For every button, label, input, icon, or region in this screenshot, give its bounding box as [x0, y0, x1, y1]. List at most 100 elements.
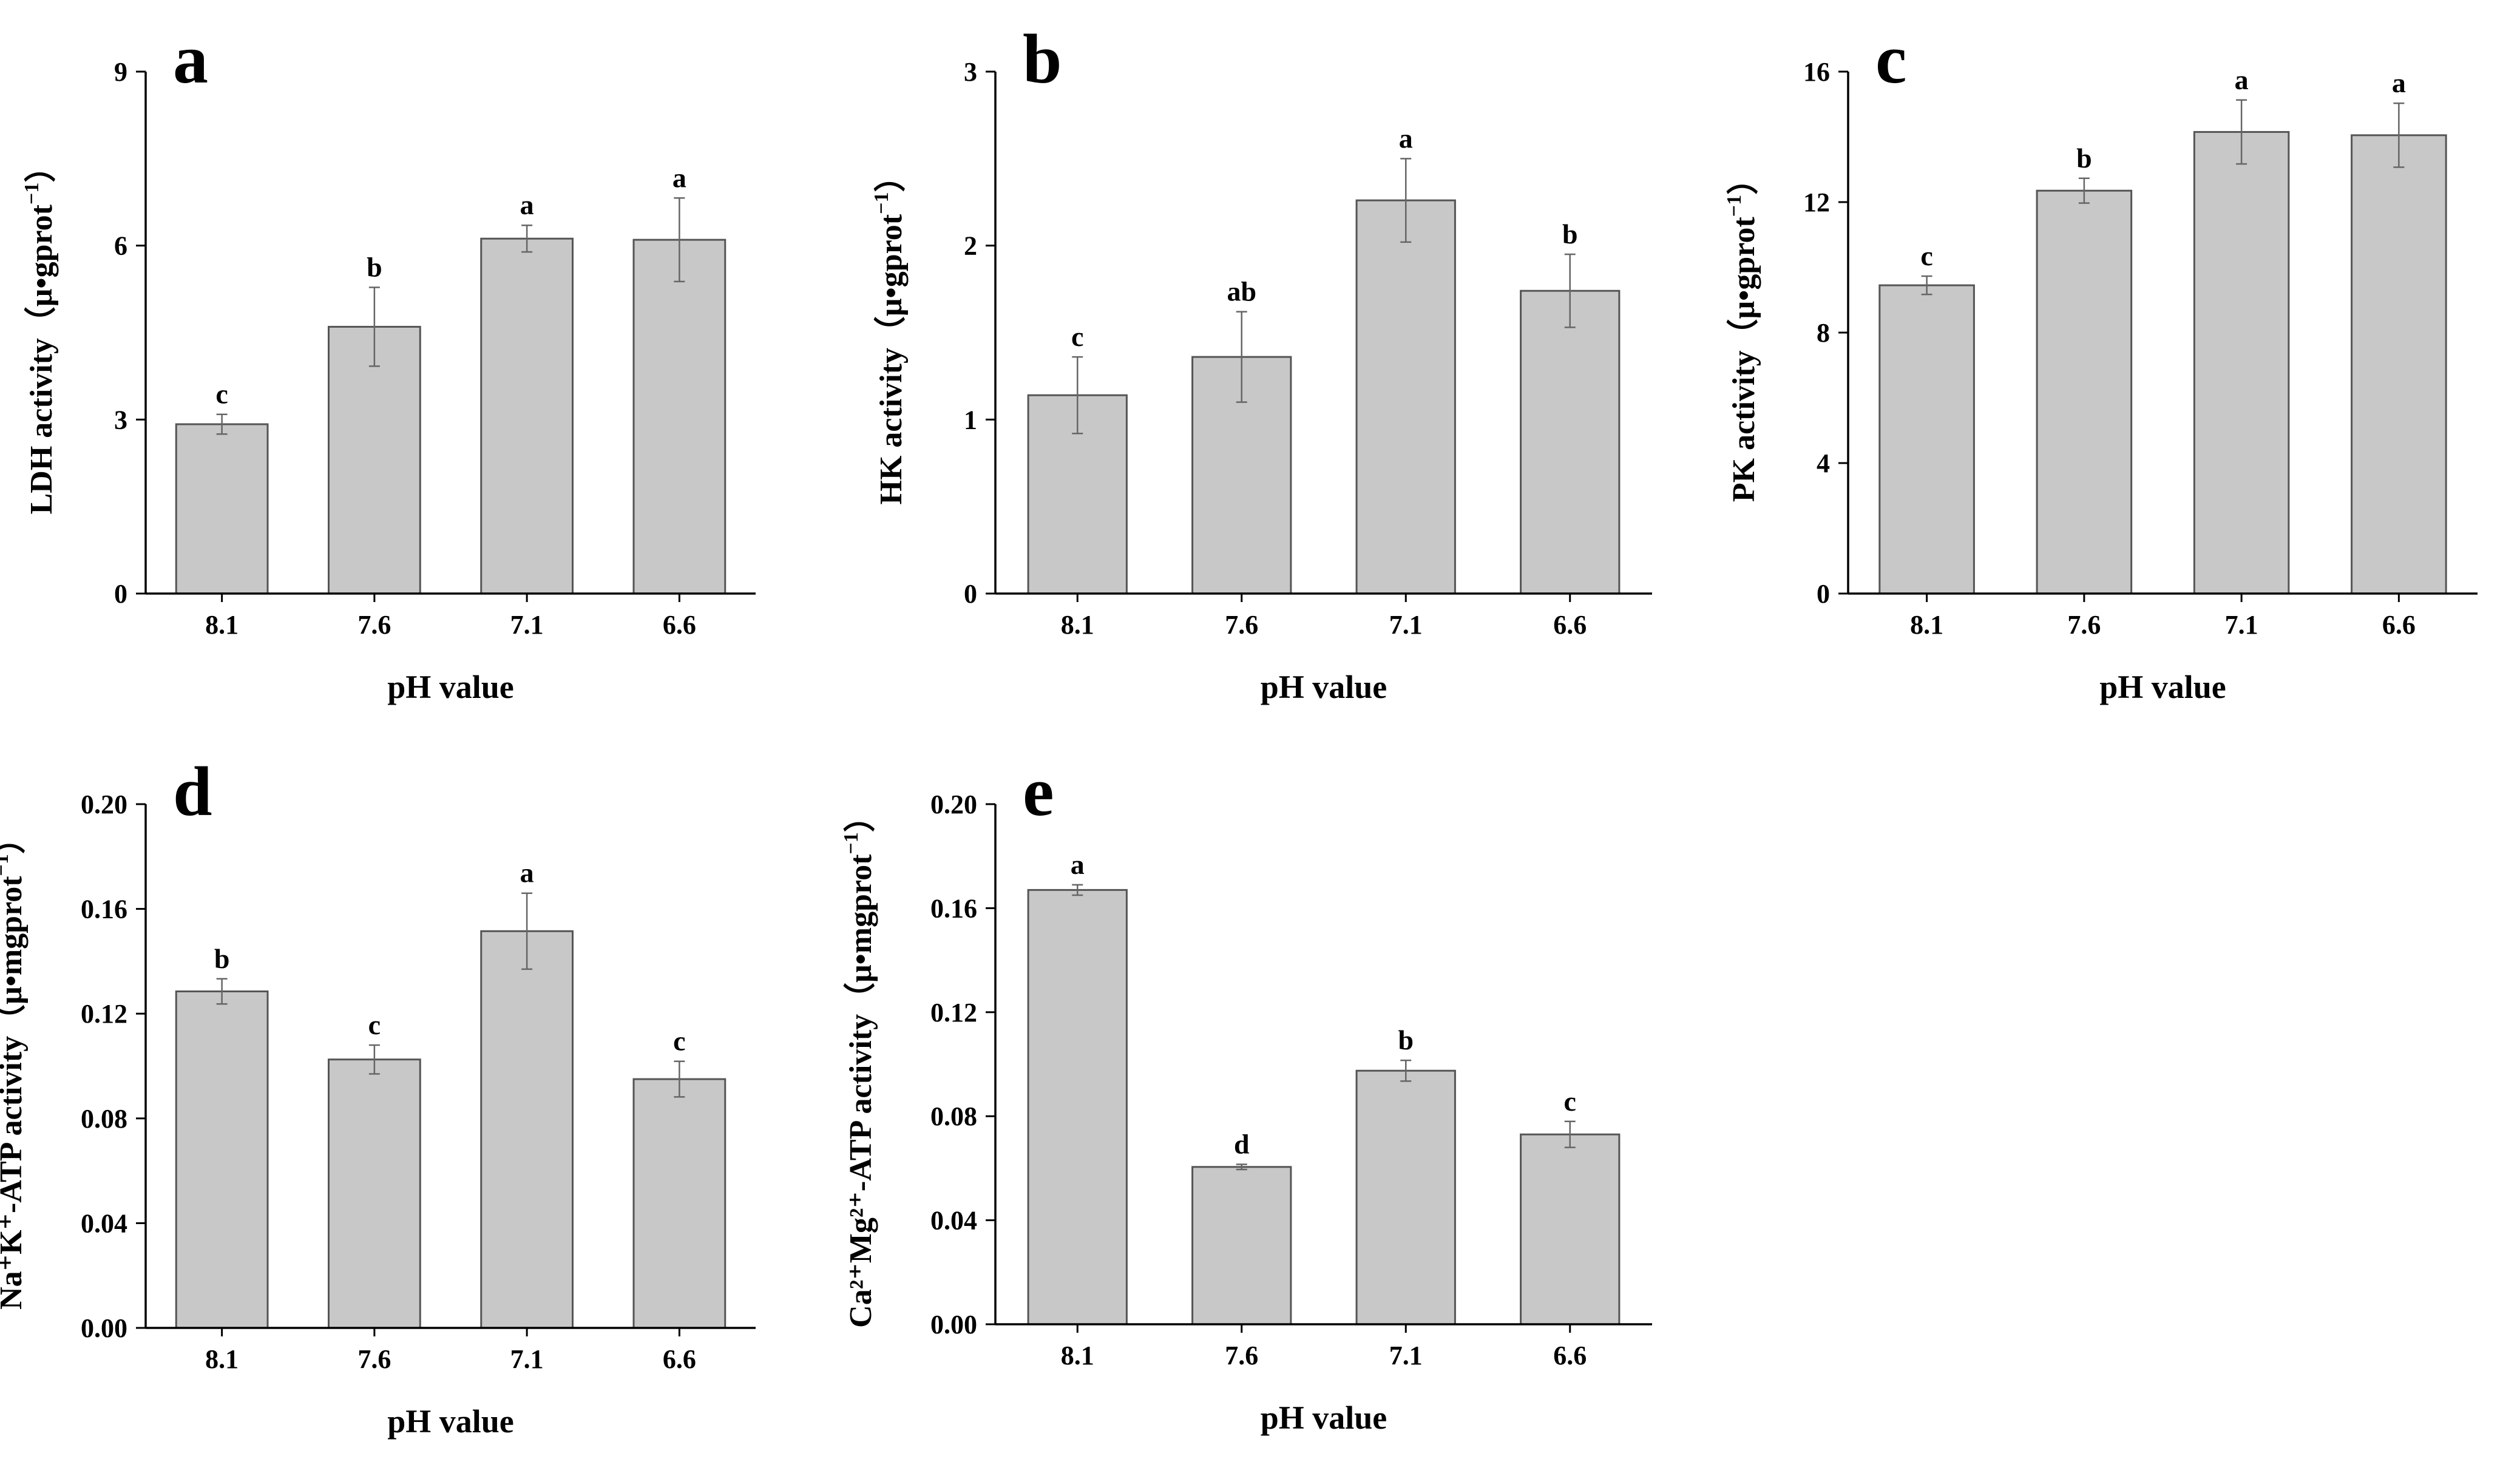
chart-panel-d: b 8.1 c 7.6 a 7.1 c 6.6 0.00 0.04 0.08 0.12 0.16 0.20…: [0, 753, 756, 1440]
significance-label-b-6.6: b: [1562, 218, 1578, 249]
y-tick-label-b-1: 1: [964, 405, 977, 435]
bar-d-7.6: [328, 1058, 421, 1329]
significance-label-c-6.6: a: [2392, 67, 2406, 98]
chart-panel-a: c 8.1 b 7.6 a 7.1 a 6.6 0 3 6 9 pH value LDH activity…: [21, 21, 756, 705]
y-axis-label-superscript-c: −1: [1723, 195, 1746, 217]
bar-e-6.6: [1520, 1133, 1621, 1325]
x-tick-label-c-7.6: 7.6: [2067, 610, 2101, 640]
significance-label-c-8.1: c: [1920, 240, 1932, 271]
y-axis-label-superscript-e: −1: [840, 832, 862, 854]
significance-label-d-7.6: c: [368, 1009, 381, 1040]
y-tick-label-d-0.00: 0.00: [81, 1313, 127, 1343]
bar-e-7.1: [1355, 1069, 1456, 1325]
bar-c-6.6: [2351, 134, 2447, 595]
significance-label-d-7.1: a: [520, 858, 534, 889]
x-tick-label-b-6.6: 6.6: [1553, 610, 1587, 640]
chart-panel-b: c 8.1 ab 7.6 a 7.1 b 6.6 0 1 2 3 pH value HK activity…: [870, 21, 1652, 705]
significance-label-a-8.1: c: [215, 379, 228, 410]
bar-b-6.6: [1520, 289, 1621, 595]
significance-label-a-7.1: a: [520, 189, 534, 220]
y-tick-label-b-2: 2: [964, 231, 977, 261]
significance-label-b-7.1: a: [1399, 123, 1413, 154]
y-tick-label-e-0.08: 0.08: [930, 1102, 977, 1131]
chart-panel-c: c 8.1 b 7.6 a 7.1 a 6.6 0 4 8 12 16 pH value PK activi…: [1723, 21, 2478, 705]
x-tick-label-b-7.1: 7.1: [1389, 610, 1423, 640]
y-axis-label-close-d: ）: [0, 822, 29, 854]
y-tick-label-a-0: 0: [114, 579, 127, 609]
x-tick-label-d-7.1: 7.1: [510, 1344, 544, 1374]
panel-label-b: b: [1023, 21, 1062, 98]
significance-label-e-7.6: d: [1234, 1128, 1250, 1159]
significance-label-e-7.1: b: [1398, 1024, 1414, 1055]
bar-a-6.6: [632, 239, 727, 595]
x-tick-label-e-7.1: 7.1: [1389, 1341, 1423, 1370]
bar-a-8.1: [175, 423, 269, 595]
y-tick-label-b-0: 0: [964, 579, 977, 609]
y-tick-label-d-0.08: 0.08: [81, 1104, 127, 1134]
x-tick-label-e-6.6: 6.6: [1553, 1341, 1587, 1370]
y-tick-label-e-0.20: 0.20: [930, 790, 977, 819]
y-tick-label-c-0: 0: [1817, 579, 1830, 609]
significance-label-e-8.1: a: [1071, 849, 1085, 880]
x-tick-label-d-8.1: 8.1: [205, 1344, 239, 1374]
x-axis-label-b: pH value: [1261, 669, 1387, 705]
y-tick-label-c-4: 4: [1817, 449, 1830, 478]
y-axis-label-text-b: HK activity（μ•gprot: [873, 214, 909, 504]
x-tick-label-e-7.6: 7.6: [1225, 1341, 1258, 1370]
panel-label-a: a: [173, 21, 208, 98]
bar-c-7.1: [2193, 130, 2290, 595]
bar-b-7.1: [1355, 199, 1456, 595]
bar-d-6.6: [632, 1078, 727, 1329]
y-axis-label-superscript-b: −1: [870, 192, 893, 214]
bar-c-8.1: [1878, 284, 1975, 595]
y-axis-label-superscript-d: −1: [0, 854, 13, 876]
panel-label-d: d: [173, 753, 212, 831]
bar-a-7.6: [328, 325, 421, 595]
y-tick-label-c-12: 12: [1803, 188, 1830, 217]
y-tick-label-e-0.04: 0.04: [930, 1206, 977, 1236]
significance-label-c-7.6: b: [2076, 143, 2092, 174]
x-tick-label-b-7.6: 7.6: [1225, 610, 1258, 640]
significance-label-a-6.6: a: [672, 162, 686, 193]
y-axis-label-close-e: ）: [843, 801, 878, 832]
y-axis-label-superscript-a: −1: [21, 183, 43, 205]
y-tick-label-a-9: 9: [114, 57, 127, 87]
y-axis-label-text-d: Na⁺K⁺-ATP activity（μ•mgprot: [0, 876, 29, 1310]
bar-c-7.6: [2036, 189, 2133, 595]
bar-d-8.1: [175, 990, 269, 1329]
y-tick-label-b-3: 3: [964, 57, 977, 87]
bar-e-7.6: [1191, 1166, 1292, 1325]
y-axis-label-close-b: ）: [873, 161, 909, 192]
x-tick-label-a-8.1: 8.1: [205, 610, 239, 640]
x-axis-label-e: pH value: [1261, 1400, 1387, 1436]
x-axis-label-a: pH value: [387, 669, 514, 705]
y-axis-label-text-a: LDH activity（μ•gprot: [24, 204, 59, 514]
y-tick-label-d-0.16: 0.16: [81, 895, 127, 924]
x-tick-label-a-7.6: 7.6: [357, 610, 391, 640]
significance-label-c-7.1: a: [2235, 64, 2249, 95]
y-tick-label-c-16: 16: [1803, 57, 1830, 87]
y-tick-label-e-0.16: 0.16: [930, 893, 977, 923]
x-tick-label-c-7.1: 7.1: [2225, 610, 2258, 640]
x-tick-label-c-6.6: 6.6: [2382, 610, 2416, 640]
significance-label-e-6.6: c: [1564, 1086, 1576, 1117]
significance-label-a-7.6: b: [367, 251, 382, 282]
y-axis-label-text-e: Ca²⁺Mg²⁺-ATP activity（μ•mgprot: [843, 854, 878, 1328]
y-axis-label-c: PK activity（μ•gprot−1）: [1723, 163, 1761, 502]
y-tick-label-d-0.12: 0.12: [81, 999, 127, 1029]
y-axis-label-e: Ca²⁺Mg²⁺-ATP activity（μ•mgprot−1）: [840, 801, 878, 1328]
y-axis-label-a: LDH activity（μ•gprot−1）: [21, 151, 59, 515]
y-tick-label-c-8: 8: [1817, 318, 1830, 348]
x-tick-label-e-8.1: 8.1: [1061, 1341, 1094, 1370]
y-tick-label-d-0.04: 0.04: [81, 1208, 127, 1238]
y-axis-label-b: HK activity（μ•gprot−1）: [870, 161, 909, 505]
x-tick-label-a-7.1: 7.1: [510, 610, 544, 640]
y-tick-label-e-0.12: 0.12: [930, 998, 977, 1027]
y-tick-label-a-3: 3: [114, 405, 127, 435]
chart-panel-e: a 8.1 d 7.6 b 7.1 c 6.6 0.00 0.04 0.08 0.12 0.16 0.20…: [840, 753, 1652, 1436]
x-axis-label-c: pH value: [2099, 669, 2226, 705]
y-axis-label-close-a: ）: [24, 151, 59, 183]
y-axis-label-text-c: PK activity（μ•gprot: [1726, 217, 1761, 503]
y-axis-label-d: Na⁺K⁺-ATP activity（μ•mgprot−1）: [0, 822, 29, 1310]
x-tick-label-d-6.6: 6.6: [663, 1344, 696, 1374]
